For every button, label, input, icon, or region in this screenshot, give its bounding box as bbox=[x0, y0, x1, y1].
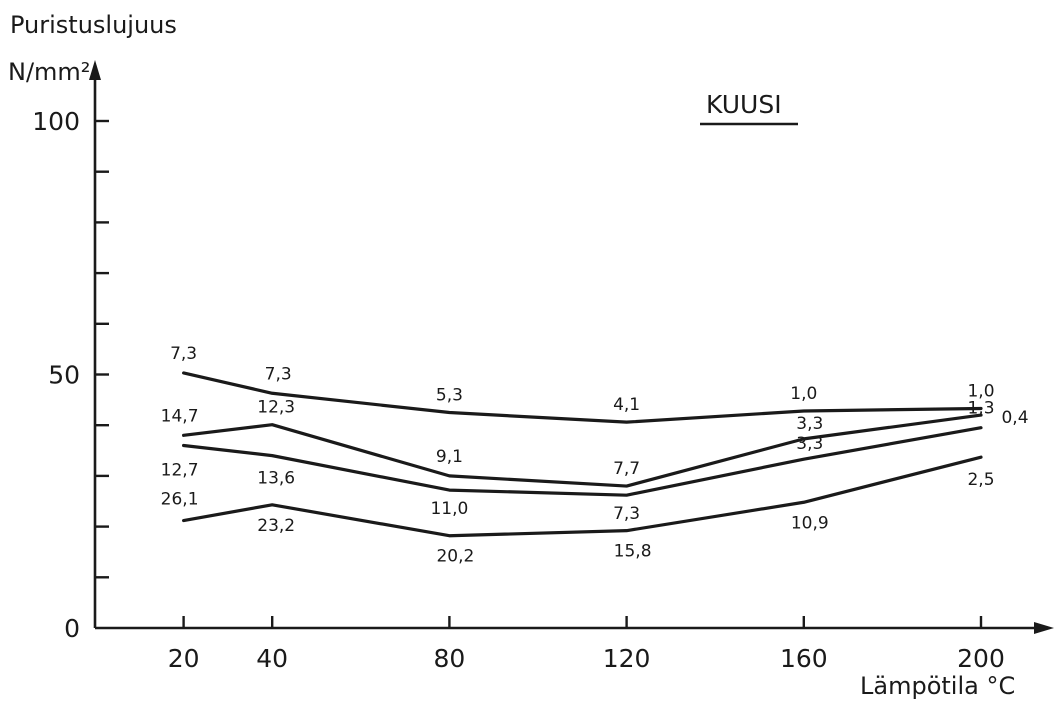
data-label-2-5: 1,3 bbox=[967, 399, 994, 419]
chart-title: KUUSI bbox=[706, 90, 782, 119]
data-label-2-4: 3,3 bbox=[796, 434, 823, 454]
data-label-3-4: 10,9 bbox=[791, 513, 829, 533]
data-label-3-2: 20,2 bbox=[436, 547, 474, 567]
x-axis-arrow bbox=[1034, 622, 1054, 634]
data-label-1-0: 14,7 bbox=[161, 406, 199, 426]
data-label-0-3: 4,1 bbox=[613, 395, 640, 415]
series-line-2 bbox=[182, 426, 983, 497]
x-tick-label-2: 80 bbox=[433, 644, 465, 673]
data-label-3-0: 26,1 bbox=[161, 490, 199, 510]
data-label-1-5: 0,4 bbox=[1001, 408, 1028, 428]
y-axis-unit: N/mm² bbox=[8, 58, 90, 86]
data-label-1-3: 7,7 bbox=[613, 459, 640, 479]
y-tick-label-0: 0 bbox=[64, 614, 80, 643]
x-tick-label-4: 160 bbox=[780, 644, 828, 673]
data-label-1-2: 9,1 bbox=[436, 447, 463, 467]
y-axis-title: Puristuslujuus bbox=[10, 11, 177, 39]
data-label-0-2: 5,3 bbox=[436, 386, 463, 406]
data-label-3-3: 15,8 bbox=[614, 542, 652, 562]
x-axis-title: Lämpötila °C bbox=[860, 672, 1015, 700]
data-label-2-2: 11,0 bbox=[430, 499, 468, 519]
data-label-0-1: 7,3 bbox=[265, 364, 292, 384]
y-tick-label-2: 100 bbox=[32, 107, 80, 136]
x-tick-label-0: 20 bbox=[168, 644, 200, 673]
series-line-0 bbox=[182, 371, 983, 424]
x-tick-label-1: 40 bbox=[256, 644, 288, 673]
x-tick-label-3: 120 bbox=[603, 644, 651, 673]
y-tick-label-1: 50 bbox=[48, 361, 80, 390]
data-label-2-0: 12,7 bbox=[161, 460, 199, 480]
data-label-2-3: 7,3 bbox=[613, 504, 640, 524]
data-label-0-5: 1,0 bbox=[967, 381, 994, 401]
data-label-0-0: 7,3 bbox=[170, 344, 197, 364]
series-line-3 bbox=[182, 455, 983, 538]
y-axis-arrow bbox=[89, 60, 101, 80]
series-line-1 bbox=[182, 413, 983, 488]
x-tick-label-5: 200 bbox=[957, 644, 1005, 673]
data-label-3-1: 23,2 bbox=[257, 516, 295, 536]
data-label-2-1: 13,6 bbox=[257, 469, 295, 489]
data-label-3-5: 2,5 bbox=[967, 470, 994, 490]
data-label-1-1: 12,3 bbox=[257, 398, 295, 418]
data-label-1-4: 3,3 bbox=[796, 414, 823, 434]
data-label-0-4: 1,0 bbox=[790, 384, 817, 404]
